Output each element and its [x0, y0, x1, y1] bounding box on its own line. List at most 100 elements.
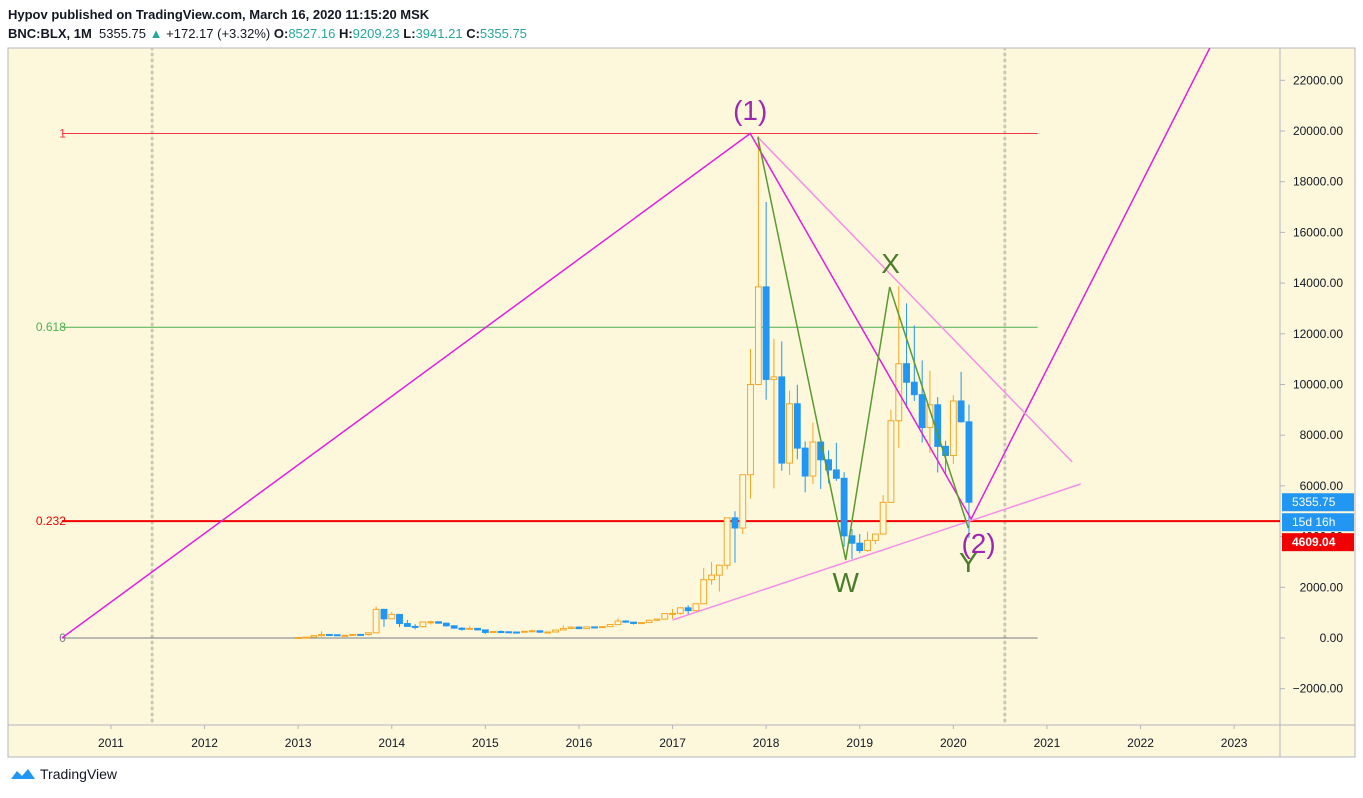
candle-body [505, 631, 513, 634]
footer: TradingView [10, 766, 117, 782]
candle-body [809, 441, 817, 477]
symbol-line: BNC:BLX, 1M 5355.75 ▲ +172.17 (+3.32%) O… [8, 24, 527, 43]
candle-body [497, 631, 505, 634]
candle-body [536, 630, 544, 633]
candle-body [832, 469, 840, 479]
l-label: L: [403, 26, 416, 41]
candle-body [856, 542, 864, 552]
candle-body [614, 620, 622, 626]
trend-line [672, 483, 1081, 621]
x-tick-label: 2016 [566, 736, 593, 750]
y-tick-label: 14000.00 [1293, 276, 1343, 290]
countdown-box [1282, 513, 1354, 532]
x-tick-label: 2015 [472, 736, 499, 750]
y-tick-label: 22000.00 [1293, 73, 1343, 87]
candle-body [700, 579, 708, 605]
candle-body [801, 447, 809, 477]
candle-body [606, 624, 614, 628]
candle-body [528, 630, 536, 633]
candle-body [661, 613, 669, 620]
y-tick-label: 6000.00 [1300, 479, 1344, 493]
last-price-label: 5355.75 [1292, 495, 1336, 509]
candle-body [622, 620, 630, 623]
candle-body [388, 613, 396, 620]
candle-body [965, 421, 973, 503]
c-label: C: [466, 26, 480, 41]
candle-body [669, 612, 676, 615]
candle-body [786, 403, 793, 464]
candle-body [435, 621, 442, 624]
fib-label: 1 [59, 127, 66, 141]
candle-body [466, 627, 474, 630]
candle-body [396, 613, 403, 625]
axes: −2000.000.002000.004000.006000.008000.00… [98, 73, 1354, 750]
candle-body [450, 625, 458, 629]
candle-body [349, 633, 357, 636]
trend-line [61, 48, 1211, 639]
candle-body [427, 621, 435, 624]
candle-body [903, 363, 910, 383]
x-tick-label: 2013 [285, 736, 312, 750]
candle-body [411, 625, 419, 628]
candle-body [489, 631, 497, 634]
candle-body [731, 517, 739, 529]
candle-body [575, 626, 583, 630]
l-value: 3941.21 [415, 26, 463, 41]
x-tick-label: 2012 [191, 736, 218, 750]
last-price-box [1282, 493, 1354, 512]
candle-body [591, 626, 599, 629]
candle-body [380, 608, 388, 620]
candle-body [793, 403, 801, 449]
c-value: 5355.75 [479, 26, 527, 41]
candle-body [552, 629, 559, 633]
x-tick-label: 2023 [1221, 736, 1248, 750]
change-arrow: ▲ [149, 26, 163, 41]
y-tick-label: 0.00 [1320, 631, 1344, 645]
candle-body [708, 574, 716, 581]
candle-body [364, 632, 372, 636]
y-tick-label: 20000.00 [1293, 124, 1343, 138]
chart-background [7, 47, 1356, 758]
change-pct: (+3.32%) [217, 26, 271, 41]
candle-body [310, 635, 318, 638]
wave-label: W [832, 567, 859, 598]
x-tick-label: 2021 [1034, 736, 1061, 750]
fib-price-box [1282, 533, 1354, 552]
candle-body [357, 633, 365, 636]
wave-label: X [881, 248, 900, 279]
x-tick-label: 2022 [1127, 736, 1154, 750]
candle-body [762, 286, 770, 380]
x-tick-label: 2014 [378, 736, 405, 750]
trend-line [756, 136, 970, 561]
candle-body [840, 477, 848, 537]
candle-body [372, 608, 380, 634]
candle-body [684, 607, 692, 612]
candle-body [419, 621, 427, 628]
symbol: BNC:BLX, 1M [8, 26, 92, 41]
candle-body [630, 621, 637, 624]
candle-body [520, 630, 528, 633]
candle-body [879, 501, 887, 535]
change: +172.17 [166, 26, 214, 41]
candle-body [567, 626, 575, 629]
candle-body [645, 619, 653, 624]
candle-body [598, 626, 606, 629]
author-line: Hypov published on TradingView.com, Marc… [8, 5, 527, 24]
candle-body [559, 627, 567, 631]
fib-label: 0.618 [36, 320, 66, 334]
wave-label: (2) [961, 528, 995, 559]
candle-body [544, 631, 552, 634]
o-label: O: [273, 26, 289, 41]
candle-body [887, 420, 895, 503]
x-tick-label: 2019 [846, 736, 873, 750]
y-tick-label: 10000.00 [1293, 377, 1343, 391]
candle-body [403, 623, 411, 627]
logo [11, 769, 35, 779]
candle-body [513, 631, 520, 634]
o-value: 8527.16 [288, 26, 336, 41]
candle-body [341, 634, 349, 637]
candle-body [442, 622, 450, 627]
